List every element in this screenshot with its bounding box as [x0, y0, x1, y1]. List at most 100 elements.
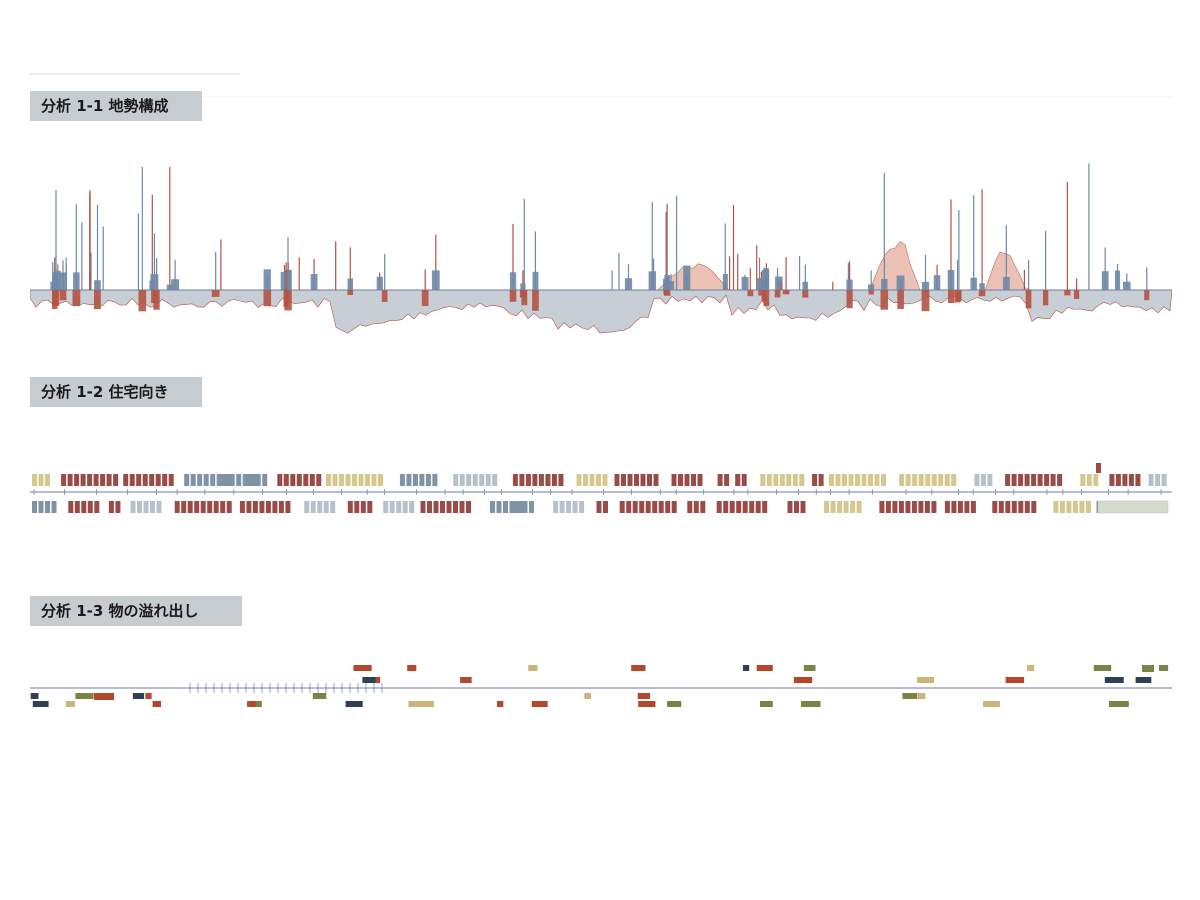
terrain-block-down [663, 290, 671, 296]
overflow-object-marker [793, 677, 813, 683]
house-marker [998, 501, 1004, 513]
house-marker [371, 474, 377, 486]
house-marker [1109, 474, 1115, 486]
house-marker [576, 474, 582, 486]
house-marker [938, 474, 944, 486]
terrain-block-down [283, 290, 289, 307]
house-marker [794, 501, 799, 513]
house-marker [1031, 474, 1037, 486]
house-marker [323, 501, 329, 513]
house-marker [559, 501, 565, 513]
terrain-block-down [921, 290, 930, 312]
house-marker [691, 474, 696, 486]
house-marker [365, 474, 370, 486]
overflow-object-marker [917, 693, 926, 699]
house-marker [925, 474, 931, 486]
house-marker [519, 474, 525, 486]
house-marker [799, 474, 805, 486]
overflow-object-marker [801, 701, 821, 707]
house-marker [1115, 474, 1121, 486]
house-marker [509, 501, 528, 513]
terrain-block-down [263, 290, 272, 307]
house-marker [352, 474, 357, 486]
section-label-terrain: 分析 1-1 地勢構成 [30, 91, 202, 121]
house-marker [800, 501, 806, 513]
house-marker [45, 474, 50, 486]
house-marker [717, 474, 723, 486]
terrain-block-down [211, 290, 220, 297]
overflow-object-marker [528, 665, 538, 671]
overflow-object-marker [152, 701, 162, 707]
house-marker [931, 474, 937, 486]
house-marker [358, 474, 364, 486]
house-marker [272, 501, 278, 513]
house-marker [912, 474, 918, 486]
house-marker-tall [1096, 463, 1101, 473]
house-marker [142, 474, 148, 486]
overflow-object-marker [1135, 677, 1152, 683]
section-label-house-orientation: 分析 1-2 住宅向き [30, 377, 202, 407]
overflow-object-marker [497, 701, 504, 707]
house-marker [525, 474, 531, 486]
terrain-block-down [763, 290, 770, 306]
terrain-block-down [774, 290, 781, 298]
house-marker [824, 501, 830, 513]
house-marker [406, 474, 412, 486]
terrain-block-down [897, 290, 904, 309]
overflow-object-marker [407, 665, 417, 671]
house-marker [383, 501, 389, 513]
house-marker [652, 501, 658, 513]
house-marker [1005, 474, 1011, 486]
house-marker [93, 474, 99, 486]
house-marker [850, 501, 856, 513]
house-marker [1161, 474, 1167, 486]
house-marker [566, 501, 572, 513]
house-marker [326, 474, 331, 486]
terrain-block-up [664, 275, 670, 290]
house-marker [74, 474, 80, 486]
house-marker [553, 501, 559, 513]
house-marker [503, 501, 508, 513]
terrain-block-up [648, 271, 656, 290]
house-marker [812, 474, 818, 486]
overflow-object-marker [345, 701, 363, 707]
house-orientation-diagram [30, 455, 1172, 525]
terrain-block-up [761, 270, 770, 290]
terrain-block-up [868, 284, 875, 290]
house-marker [693, 501, 699, 513]
terrain-block-down [532, 290, 539, 311]
house-marker [905, 501, 911, 513]
terrain-block-up [150, 274, 159, 290]
house-marker [466, 501, 471, 513]
house-marker [1148, 474, 1154, 486]
terrain-block-down [868, 290, 874, 295]
house-marker [332, 474, 338, 486]
house-marker [123, 474, 129, 486]
terrain-block-up [171, 279, 179, 290]
house-marker [1080, 474, 1086, 486]
terrain-block-down [138, 290, 147, 312]
house-marker [918, 501, 924, 513]
house-marker [1031, 501, 1037, 513]
house-marker [181, 501, 187, 513]
object-overflow-diagram [30, 655, 1172, 715]
house-marker [792, 474, 798, 486]
house-marker [980, 474, 986, 486]
house-marker [419, 474, 425, 486]
overflow-object-marker [743, 665, 750, 671]
terrain-depression-area [30, 289, 1172, 334]
house-marker [347, 501, 353, 513]
house-marker [1155, 474, 1161, 486]
house-marker [367, 501, 373, 513]
house-marker [724, 474, 730, 486]
house-marker [736, 501, 742, 513]
house-marker [626, 501, 632, 513]
overflow-object-marker [1027, 665, 1035, 671]
house-marker [843, 501, 849, 513]
house-marker [632, 501, 638, 513]
overflow-object-marker [1093, 665, 1112, 671]
overflow-object-marker [902, 693, 918, 699]
house-marker [1072, 501, 1078, 513]
house-marker [485, 474, 491, 486]
house-marker [285, 501, 291, 513]
